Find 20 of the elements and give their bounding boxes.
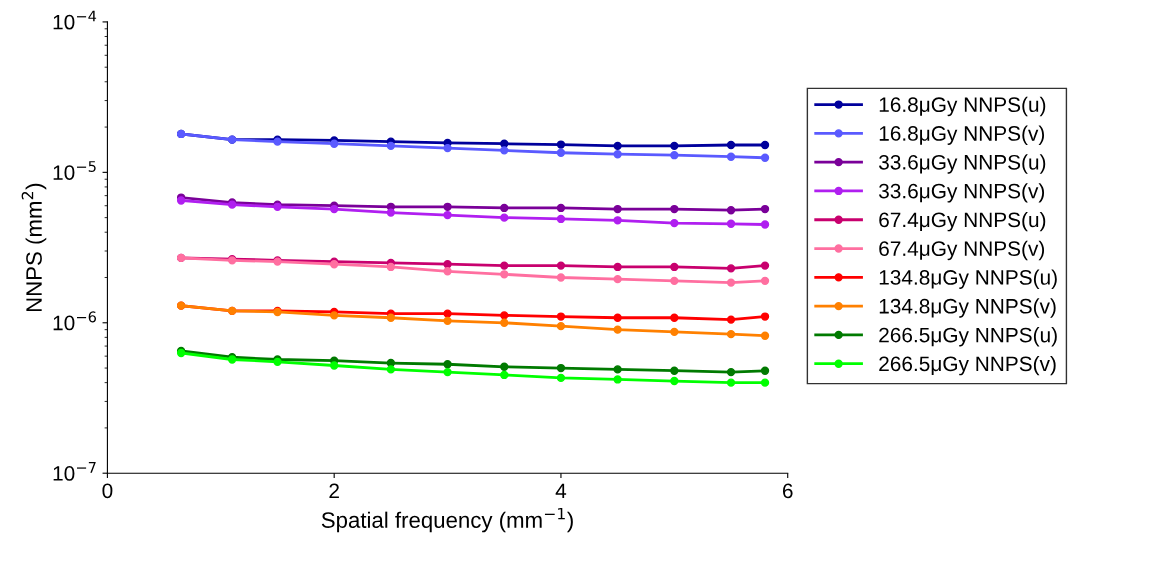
x-tick-label: 4	[555, 483, 567, 499]
y-tick-label: 10$^{−6}$	[53, 311, 97, 331]
legend-label: 134.8μGy NNPS(u)	[879, 269, 1057, 289]
legend-label: 67.4μGy NNPS(v)	[879, 240, 1045, 261]
x-tick-label: 6	[782, 483, 793, 499]
legend-label: 33.6μGy NNPS(v)	[878, 183, 1045, 203]
legend-label: 67.4μGy NNPS(u)	[879, 211, 1046, 232]
legend-label: 16.8μGy NNPS(v)	[879, 125, 1045, 145]
y-tick-label: 10$^{−4}$	[53, 10, 97, 30]
y-axis-title: NNPS (mm$^{2}$)	[21, 183, 47, 312]
x-tick-label: 2	[329, 483, 339, 499]
y-tick-label: 10$^{−5}$	[53, 161, 96, 180]
legend-label: 266.5μGy NNPS(u)	[879, 327, 1057, 347]
x-axis-title: Spatial frequency (mm$^{−1}$)	[321, 507, 573, 533]
legend-label: 33.6μGy NNPS(u)	[878, 154, 1046, 174]
legend-label: 134.8μGy NNPS(v)	[879, 298, 1056, 318]
x-tick-label: 0	[102, 483, 113, 499]
legend-label: 266.5μGy NNPS(v)	[879, 355, 1056, 376]
legend-label: 16.8μGy NNPS(u)	[879, 96, 1046, 117]
y-tick-label: 10$^{−7}$	[53, 462, 96, 481]
